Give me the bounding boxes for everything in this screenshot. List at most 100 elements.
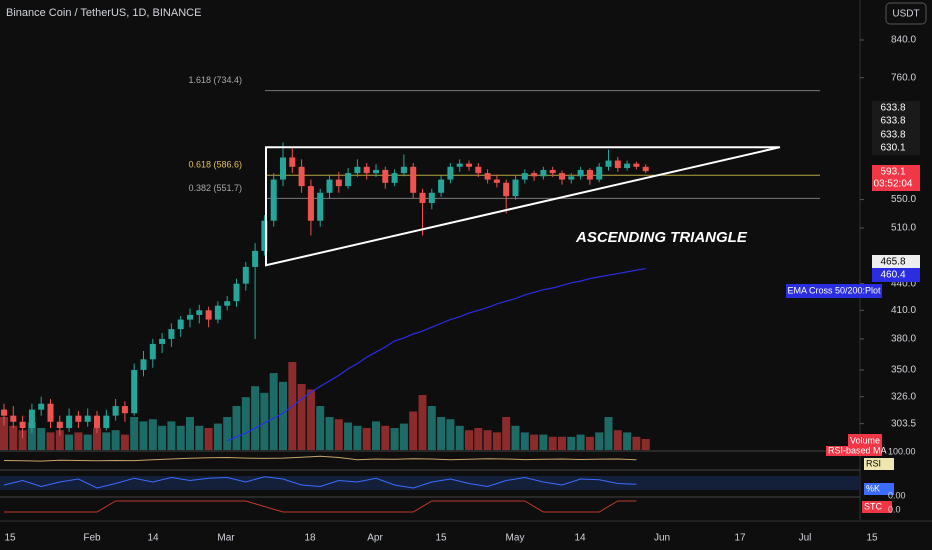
candle-body <box>475 166 482 174</box>
volume-bar <box>0 417 8 450</box>
y-tick-label: 410.0 <box>891 305 916 316</box>
x-tick-label: Jun <box>654 533 670 544</box>
x-tick-label: 18 <box>304 533 316 544</box>
triangle <box>265 146 781 267</box>
candle-body <box>121 406 128 414</box>
rsi-ma-badge <box>826 446 882 456</box>
volume-bar <box>213 423 222 450</box>
indicator-label: RSI-based MA <box>828 445 887 455</box>
volume-bar <box>65 434 74 450</box>
candle-body <box>270 179 277 221</box>
volume-bar <box>530 434 539 450</box>
volume-bar <box>558 436 566 450</box>
price-badge-label: 460.4 <box>880 270 905 281</box>
candle-body <box>512 179 519 197</box>
price-badge-label: 633.8 <box>880 130 905 141</box>
currency[interactable]: USDT <box>892 9 919 20</box>
volume-bar <box>83 434 92 450</box>
candle-body <box>456 163 463 167</box>
y-tick-label: 510.0 <box>891 223 916 234</box>
candle-body <box>84 415 91 422</box>
volume-bar <box>195 425 204 450</box>
volume-bar <box>297 384 306 450</box>
indicator-badge <box>864 458 894 470</box>
volume-bar <box>613 430 622 450</box>
candle-body <box>363 166 370 174</box>
y-tick-label: 440.0 <box>891 278 916 289</box>
candle-body <box>112 406 119 416</box>
price-badge-label: 03:52:04 <box>874 179 913 190</box>
volume-bar <box>483 430 492 450</box>
candle-body <box>521 173 528 180</box>
volume-bar <box>539 434 548 450</box>
price-badge-label: 465.8 <box>880 257 905 268</box>
volume-bar <box>306 389 315 450</box>
candle-body <box>335 179 342 187</box>
volume-bar <box>604 417 613 450</box>
ema-label: EMA Cross 50/200:Plot <box>787 285 881 295</box>
volume-bar <box>37 428 46 450</box>
indicator-label: Volume <box>850 435 880 445</box>
price-badge-label: 633.8 <box>880 103 905 114</box>
volume-bar <box>446 419 455 450</box>
volume-bar <box>241 397 250 450</box>
volume-bar <box>186 417 194 450</box>
candle-body <box>214 305 221 320</box>
candle-body <box>149 343 156 360</box>
candle-body <box>261 220 268 251</box>
stoch_k-line <box>3 476 637 489</box>
candle-body <box>140 359 147 370</box>
volume-bar <box>74 432 83 450</box>
volume-bar <box>223 417 232 450</box>
volume-bar <box>93 428 101 450</box>
candle-body <box>438 179 445 193</box>
price-badge-label: 593.1 <box>880 167 905 178</box>
candle-body <box>289 157 296 167</box>
x-tick-label: May <box>506 533 525 544</box>
candle-body <box>66 415 73 429</box>
candle-body <box>10 415 17 422</box>
volume-bar <box>120 434 129 450</box>
volume-bar <box>102 432 111 450</box>
candle-body <box>252 250 259 267</box>
x-tick-label: Mar <box>217 533 235 544</box>
x-tick-label: Feb <box>83 533 101 544</box>
candle-body <box>280 157 286 180</box>
candle-body <box>242 266 249 284</box>
candle-body <box>614 160 621 169</box>
price-badge <box>872 255 920 269</box>
candle-body <box>373 169 379 174</box>
volume-bar <box>381 425 390 450</box>
candle-body <box>38 403 45 410</box>
candle-body <box>354 166 361 174</box>
currency-button[interactable] <box>885 2 927 25</box>
candle-body <box>596 166 603 180</box>
candle-body <box>298 166 305 187</box>
fib-label: 1.618 (734.4) <box>188 75 242 85</box>
volume-bar <box>576 434 585 450</box>
y-tick-label: 350.0 <box>891 365 916 376</box>
indicator-label: 0.00 <box>888 490 906 500</box>
y-tick-label: 326.0 <box>891 391 916 402</box>
volume-bar <box>148 419 157 450</box>
price-badge-label: 633.8 <box>880 116 905 127</box>
y-tick-label: 303.5 <box>891 418 916 429</box>
triangle-label: ASCENDING TRIANGLE <box>575 229 748 246</box>
y-tick-label: 760.0 <box>891 72 916 83</box>
volume-bar <box>316 406 325 450</box>
volume-bar <box>279 381 287 450</box>
candle-body <box>1 409 7 416</box>
volume-bar <box>474 428 483 450</box>
candle-body <box>447 166 454 180</box>
volume-bar <box>641 439 650 450</box>
indicator-label: 100.00 <box>888 446 916 456</box>
candle-body <box>317 192 324 221</box>
indicator-label: 0.0 <box>888 504 901 514</box>
candle-body <box>410 166 417 193</box>
volume-bar <box>46 432 55 450</box>
volume-bar <box>585 436 594 450</box>
price-badge <box>872 268 920 282</box>
x-tick-label: Jul <box>799 533 812 544</box>
candle-body <box>577 169 584 177</box>
